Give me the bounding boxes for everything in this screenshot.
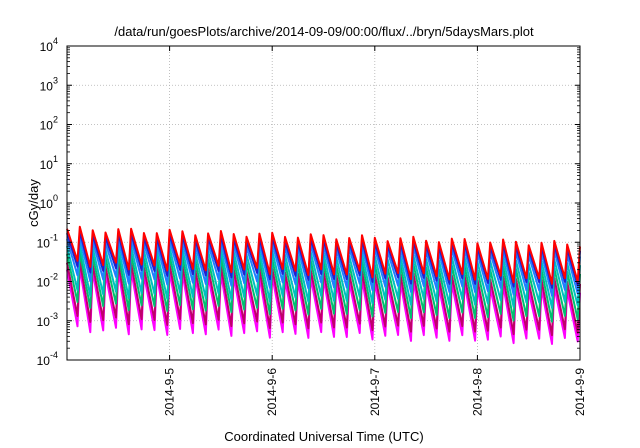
y-tick-label: 100 [40,193,58,211]
grid [67,46,580,360]
x-axis-label: Coordinated Universal Time (UTC) [224,429,423,444]
y-tick-exponent: 3 [53,75,58,85]
x-tick-label: 2014-9-8 [470,368,484,416]
plot-frame [66,45,581,361]
y-tick-exponent: -1 [50,232,58,242]
y-tick-label: 103 [40,75,58,93]
x-tick-label: 2014-9-9 [573,368,587,416]
y-tick-exponent: 2 [53,115,58,125]
y-tick-label: 10-2 [37,272,58,290]
series-group [66,225,581,345]
x-axis: 2014-9-5 2014-9-6 2014-9-7 2014-9-8 2014-9-9 [163,46,587,416]
y-tick-label: 102 [40,115,58,133]
y-tick-label: 101 [40,154,58,172]
y-tick-exponent: 1 [53,154,58,164]
x-tick-label: 2014-9-7 [368,368,382,416]
y-tick-label: 10-3 [37,311,58,329]
y-tick-label: 10-1 [37,232,58,250]
series-line-6 [66,225,581,285]
x-tick-label: 2014-9-5 [163,368,177,416]
y-tick-exponent: -2 [50,272,58,282]
y-tick-label: 10-4 [37,350,58,368]
y-tick-exponent: 0 [53,193,58,203]
y-tick-exponent: 4 [53,36,58,46]
y-tick-label: 104 [40,36,58,54]
chart-title: /data/run/goesPlots/archive/2014-09-09/0… [114,24,534,39]
y-tick-exponent: -3 [50,311,58,321]
y-tick-exponent: -4 [50,350,58,360]
y-axis-label: cGy/day [26,179,41,227]
x-tick-label: 2014-9-6 [265,368,279,416]
